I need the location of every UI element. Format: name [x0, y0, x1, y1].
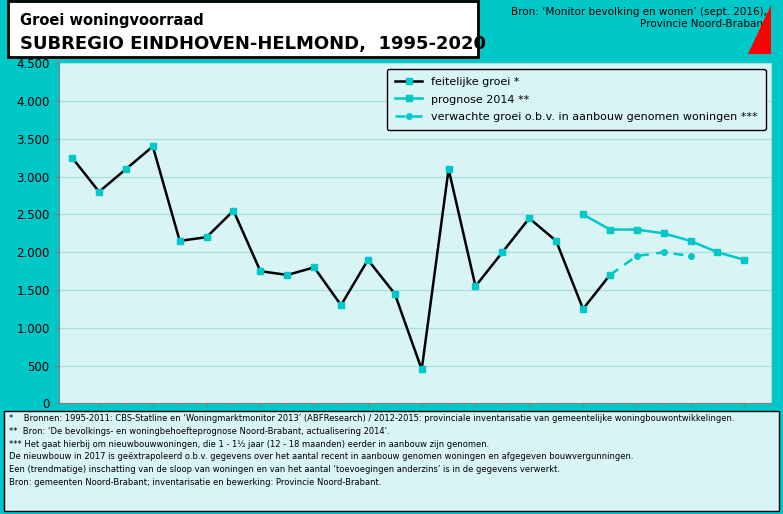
FancyBboxPatch shape	[8, 1, 478, 57]
Text: Bron: ‘Monitor bevolking en wonen’ (sept. 2016),
Provincie Noord-Brabant: Bron: ‘Monitor bevolking en wonen’ (sept…	[511, 7, 767, 29]
Legend: feitelijke groei *, prognose 2014 **, verwachte groei o.b.v. in aanbouw genomen : feitelijke groei *, prognose 2014 **, ve…	[387, 69, 766, 130]
Text: *    Bronnen: 1995-2011: CBS-Statline en ‘Woningmarktmonitor 2013’ (ABFResearch): * Bronnen: 1995-2011: CBS-Statline en ‘W…	[9, 414, 735, 487]
Text: SUBREGIO EINDHOVEN-HELMOND,  1995-2020: SUBREGIO EINDHOVEN-HELMOND, 1995-2020	[20, 35, 485, 53]
FancyBboxPatch shape	[4, 411, 779, 511]
Text: Groei woningvoorraad: Groei woningvoorraad	[20, 13, 204, 28]
Polygon shape	[748, 5, 771, 54]
